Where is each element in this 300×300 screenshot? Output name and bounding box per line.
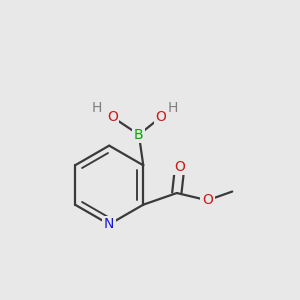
Text: H: H — [92, 101, 102, 116]
Text: N: N — [104, 218, 114, 231]
Text: O: O — [174, 160, 185, 174]
Text: O: O — [202, 193, 213, 207]
Text: O: O — [155, 110, 166, 124]
Text: B: B — [134, 128, 144, 142]
Text: O: O — [107, 110, 118, 124]
Text: H: H — [167, 101, 178, 116]
